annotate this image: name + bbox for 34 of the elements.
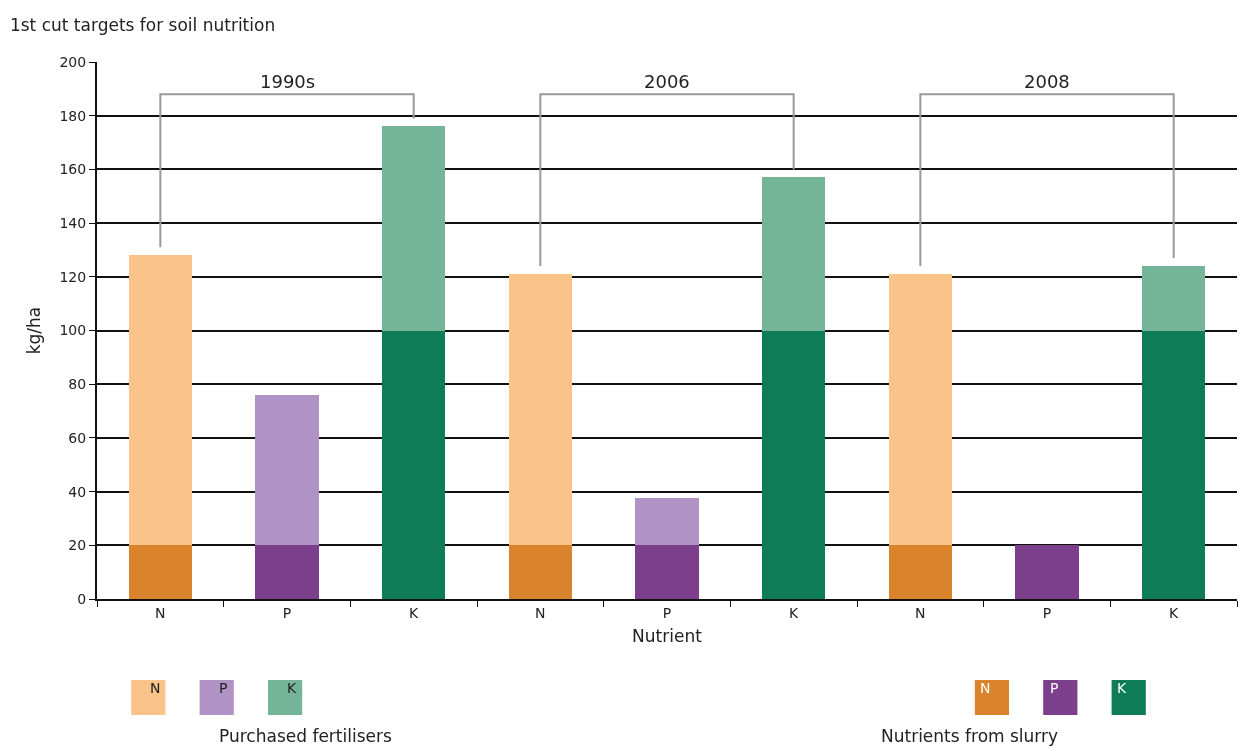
- y-tick-label: 0: [77, 590, 87, 607]
- x-tick-label: K: [789, 604, 800, 621]
- y-tick-label: 180: [59, 107, 87, 124]
- y-tick-label: 160: [59, 161, 87, 178]
- legend-label: Purchased fertilisers: [219, 726, 392, 746]
- y-tick-label: 40: [68, 483, 87, 500]
- x-tick-label: N: [915, 604, 926, 621]
- annotation: 2008: [1024, 71, 1070, 92]
- y-axis-title: kg/ha: [23, 306, 44, 355]
- category-label: P: [1050, 680, 1059, 696]
- category-label: K: [1117, 680, 1127, 696]
- x-tick-label: K: [409, 604, 420, 621]
- x-tick-label: P: [1042, 604, 1052, 621]
- category-label: N: [980, 680, 991, 696]
- x-tick-label: N: [535, 604, 546, 621]
- y-tick-label: 60: [68, 429, 87, 446]
- y-tick-label: 120: [59, 268, 87, 285]
- x-tick-label: K: [1169, 604, 1180, 621]
- y-tick-label: 80: [68, 376, 87, 393]
- annotation: 2006: [644, 71, 690, 92]
- x-tick-label: N: [155, 604, 166, 621]
- y-tick-label: 100: [59, 322, 87, 339]
- category-label: K: [287, 680, 297, 696]
- x-axis-title: Nutrient: [632, 625, 703, 646]
- chart-title: 1st cut targets for soil nutrition: [9, 14, 276, 35]
- annotation: 1990s: [260, 71, 316, 92]
- x-tick-label: P: [662, 604, 672, 621]
- y-tick-label: 200: [59, 53, 87, 70]
- y-tick-label: 140: [59, 215, 87, 231]
- x-tick-label: P: [282, 604, 292, 621]
- legend-label: Nutrients from slurry: [881, 726, 1059, 746]
- category-label: P: [219, 680, 228, 696]
- category-label: N: [150, 680, 161, 696]
- y-tick-label: 20: [68, 537, 87, 554]
